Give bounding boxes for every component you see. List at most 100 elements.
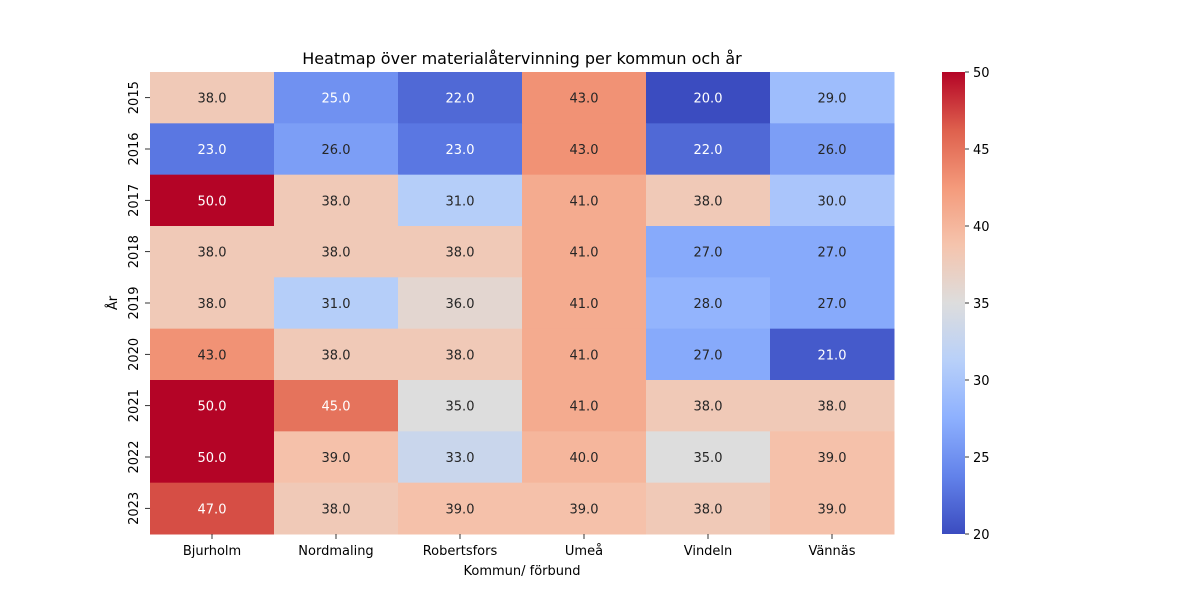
heatmap-cell (274, 226, 399, 278)
heatmap-cell (522, 174, 647, 227)
y-tick-label: 2017 (127, 184, 142, 217)
heatmap-cell (522, 277, 647, 330)
colorbar-tick-label: 20 (973, 528, 990, 543)
heatmap-cell (274, 380, 399, 432)
heatmap-cell (770, 482, 895, 535)
cell-value-label: 38.0 (322, 502, 351, 517)
cell-value-label: 33.0 (446, 451, 475, 466)
cell-value-label: 35.0 (446, 400, 475, 415)
cell-value-label: 41.0 (570, 194, 599, 209)
y-axis-ticks: 2015 2016 2017 2018 2019 2020 2021 2022 2023 (127, 81, 150, 525)
heatmap-cell (398, 226, 523, 278)
heatmap-cell (522, 380, 647, 432)
heatmap-cell (770, 174, 895, 227)
x-tick-label: Robertsfors (423, 544, 498, 559)
cell-value-label: 43.0 (198, 348, 227, 363)
heatmap-cell (770, 380, 895, 432)
cell-value-label: 20.0 (694, 92, 723, 107)
colorbar-tick-label: 45 (973, 143, 990, 158)
cell-value-label: 23.0 (198, 143, 227, 158)
colorbar-tick-label: 30 (973, 374, 990, 389)
cell-value-label: 40.0 (570, 451, 599, 466)
cell-value-label: 36.0 (446, 297, 475, 312)
cell-value-label: 23.0 (446, 143, 475, 158)
cell-value-label: 41.0 (570, 348, 599, 363)
cell-value-label: 39.0 (570, 502, 599, 517)
cell-value-label: 31.0 (322, 297, 351, 312)
colorbar-gradient (942, 72, 965, 534)
x-tick-label: Bjurholm (183, 544, 241, 559)
heatmap-cell (646, 277, 771, 330)
heatmap-cell (646, 174, 771, 227)
cell-value-label: 39.0 (818, 502, 847, 517)
heatmap-cell (646, 431, 771, 484)
cell-value-label: 28.0 (694, 297, 723, 312)
heatmap-cell (398, 72, 523, 124)
heatmap-cell (770, 72, 895, 124)
heatmap-cell (150, 431, 275, 484)
heatmap-cell (646, 328, 771, 381)
cell-value-label: 38.0 (322, 348, 351, 363)
cell-value-label: 29.0 (818, 92, 847, 107)
heatmap-cell (398, 328, 523, 381)
cell-value-label: 27.0 (694, 246, 723, 261)
cell-value-label: 22.0 (446, 92, 475, 107)
y-tick-label: 2022 (127, 440, 142, 473)
cell-value-label: 41.0 (570, 246, 599, 261)
cell-value-label: 25.0 (322, 92, 351, 107)
cell-value-label: 38.0 (198, 297, 227, 312)
cell-value-label: 50.0 (198, 194, 227, 209)
heatmap-cell (274, 328, 399, 381)
cell-value-label: 26.0 (322, 143, 351, 158)
heatmap-cells: 38.0 25.0 22.0 43.0 20.0 29.0 23.0 26.0 23.0 43.0… (150, 72, 895, 535)
heatmap-cell (150, 226, 275, 278)
cell-value-label: 38.0 (694, 502, 723, 517)
cell-value-label: 38.0 (322, 246, 351, 261)
heatmap-cell (646, 123, 771, 176)
x-axis-ticks: Bjurholm Nordmaling Robertsfors Umeå Vindeln… (183, 534, 856, 559)
heatmap-cell (522, 482, 647, 535)
heatmap-cell (150, 72, 275, 124)
y-tick-label: 2020 (127, 338, 142, 371)
heatmap-cell (646, 72, 771, 124)
cell-value-label: 39.0 (322, 451, 351, 466)
colorbar-tick-label: 25 (973, 451, 990, 466)
heatmap-cell (150, 380, 275, 432)
cell-value-label: 41.0 (570, 297, 599, 312)
heatmap-cell (274, 482, 399, 535)
colorbar-tick-label: 35 (973, 297, 990, 312)
heatmap-cell (522, 226, 647, 278)
heatmap-cell (522, 431, 647, 484)
cell-value-label: 43.0 (570, 143, 599, 158)
cell-value-label: 38.0 (818, 400, 847, 415)
cell-value-label: 47.0 (198, 502, 227, 517)
y-axis-label: År (105, 295, 121, 310)
cell-value-label: 38.0 (198, 246, 227, 261)
cell-value-label: 27.0 (818, 246, 847, 261)
heatmap-cell (398, 482, 523, 535)
y-tick-label: 2018 (127, 235, 142, 268)
cell-value-label: 22.0 (694, 143, 723, 158)
y-tick-label: 2023 (127, 492, 142, 525)
x-tick-label: Nordmaling (298, 544, 373, 559)
cell-value-label: 35.0 (694, 451, 723, 466)
heatmap-cell (150, 123, 275, 176)
heatmap-cell (770, 431, 895, 484)
cell-value-label: 38.0 (446, 246, 475, 261)
heatmap-cell (522, 72, 647, 124)
colorbar-tick-label: 40 (973, 220, 990, 235)
x-tick-label: Vännäs (808, 544, 855, 559)
heatmap-cell (274, 174, 399, 227)
cell-value-label: 30.0 (818, 194, 847, 209)
heatmap-cell (150, 277, 275, 330)
heatmap-cell (150, 328, 275, 381)
x-tick-label: Vindeln (684, 544, 733, 559)
cell-value-label: 45.0 (322, 400, 351, 415)
y-tick-label: 2015 (127, 81, 142, 114)
cell-value-label: 38.0 (694, 194, 723, 209)
heatmap-cell (150, 482, 275, 535)
cell-value-label: 38.0 (198, 92, 227, 107)
cell-value-label: 50.0 (198, 451, 227, 466)
y-tick-label: 2016 (127, 132, 142, 165)
heatmap-cell (646, 226, 771, 278)
